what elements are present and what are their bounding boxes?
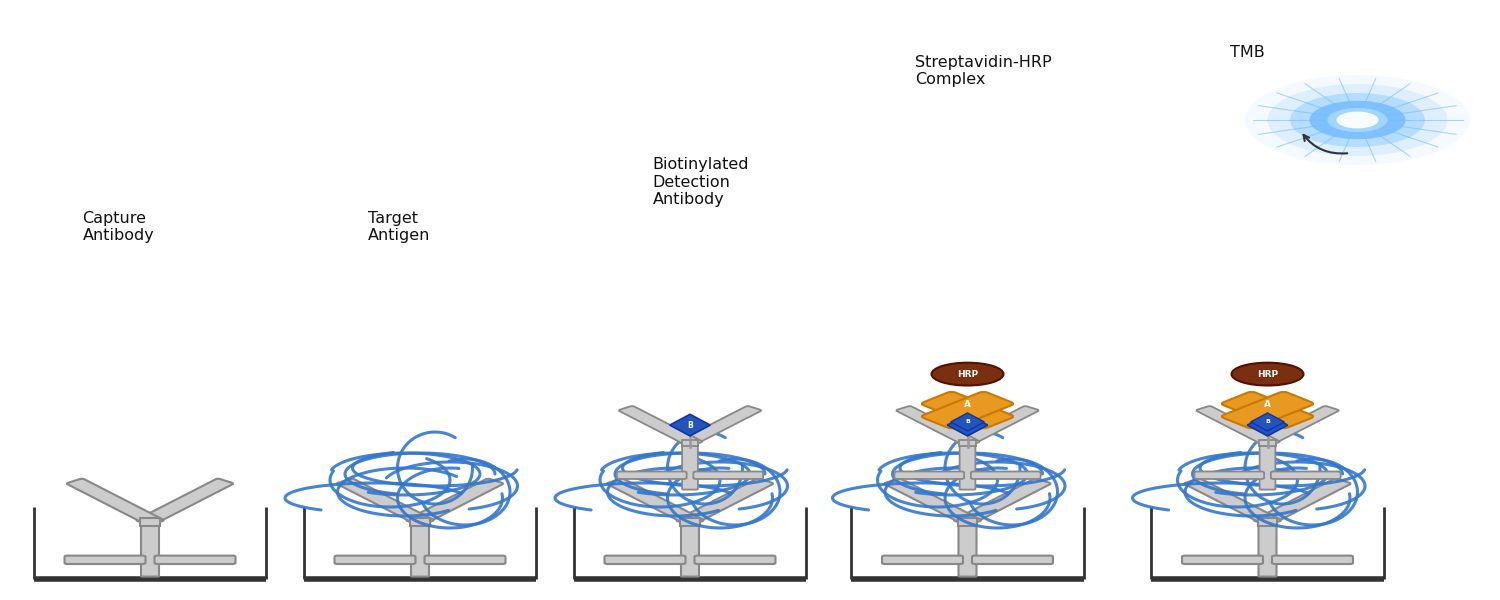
FancyBboxPatch shape <box>1272 556 1353 564</box>
Circle shape <box>1328 108 1388 132</box>
Bar <box>1258 440 1276 446</box>
FancyBboxPatch shape <box>693 472 764 479</box>
Polygon shape <box>948 414 987 436</box>
Circle shape <box>1245 75 1470 165</box>
FancyBboxPatch shape <box>960 443 975 490</box>
FancyBboxPatch shape <box>424 556 506 564</box>
FancyBboxPatch shape <box>897 406 980 446</box>
Polygon shape <box>951 413 984 431</box>
Text: A: A <box>964 400 970 409</box>
FancyBboxPatch shape <box>885 479 981 525</box>
FancyBboxPatch shape <box>972 556 1053 564</box>
Text: HRP: HRP <box>957 370 978 379</box>
Circle shape <box>1336 112 1378 128</box>
Text: TMB: TMB <box>1230 45 1264 60</box>
Polygon shape <box>1248 414 1287 436</box>
Circle shape <box>1290 93 1425 147</box>
FancyBboxPatch shape <box>682 443 698 490</box>
FancyBboxPatch shape <box>694 556 776 564</box>
Text: Target
Antigen: Target Antigen <box>368 211 430 243</box>
FancyBboxPatch shape <box>338 479 433 525</box>
FancyBboxPatch shape <box>678 406 760 446</box>
FancyBboxPatch shape <box>1270 472 1341 479</box>
FancyBboxPatch shape <box>604 556 686 564</box>
Text: Streptavidin-HRP
Complex: Streptavidin-HRP Complex <box>915 55 1052 87</box>
FancyBboxPatch shape <box>1258 521 1276 577</box>
FancyBboxPatch shape <box>68 479 164 525</box>
FancyBboxPatch shape <box>1222 392 1312 428</box>
FancyBboxPatch shape <box>1185 479 1281 525</box>
Bar <box>681 440 699 446</box>
FancyBboxPatch shape <box>922 392 1013 428</box>
Bar <box>1257 518 1276 526</box>
Text: B: B <box>964 419 970 424</box>
Polygon shape <box>1251 413 1284 431</box>
Bar <box>958 518 978 526</box>
Bar <box>411 518 430 526</box>
FancyBboxPatch shape <box>922 392 1013 428</box>
FancyBboxPatch shape <box>954 479 1050 525</box>
FancyBboxPatch shape <box>608 479 703 525</box>
FancyBboxPatch shape <box>676 479 772 525</box>
FancyBboxPatch shape <box>1197 406 1280 446</box>
FancyBboxPatch shape <box>620 406 702 446</box>
Circle shape <box>1268 84 1448 156</box>
FancyBboxPatch shape <box>1194 472 1264 479</box>
Ellipse shape <box>1232 362 1304 385</box>
FancyBboxPatch shape <box>681 521 699 577</box>
FancyBboxPatch shape <box>154 556 236 564</box>
FancyBboxPatch shape <box>141 521 159 577</box>
FancyBboxPatch shape <box>1260 443 1275 490</box>
Text: B: B <box>1264 421 1270 430</box>
Ellipse shape <box>932 362 1004 385</box>
Text: HRP: HRP <box>1257 370 1278 379</box>
FancyBboxPatch shape <box>956 406 1038 446</box>
FancyBboxPatch shape <box>1256 406 1338 446</box>
FancyBboxPatch shape <box>406 479 502 525</box>
FancyBboxPatch shape <box>616 472 687 479</box>
Text: Biotinylated
Detection
Antibody: Biotinylated Detection Antibody <box>652 157 748 207</box>
FancyBboxPatch shape <box>1182 556 1263 564</box>
Text: B: B <box>1264 419 1270 424</box>
Bar <box>680 518 699 526</box>
Text: Capture
Antibody: Capture Antibody <box>82 211 154 243</box>
FancyBboxPatch shape <box>882 556 963 564</box>
FancyBboxPatch shape <box>894 472 964 479</box>
FancyBboxPatch shape <box>411 521 429 577</box>
FancyBboxPatch shape <box>334 556 416 564</box>
FancyBboxPatch shape <box>958 521 976 577</box>
FancyBboxPatch shape <box>136 479 232 525</box>
Text: A: A <box>1264 400 1270 409</box>
FancyBboxPatch shape <box>1222 392 1312 428</box>
Bar <box>958 440 976 446</box>
Text: B: B <box>687 421 693 430</box>
FancyBboxPatch shape <box>1254 479 1350 525</box>
Polygon shape <box>669 414 711 436</box>
Circle shape <box>1310 101 1406 139</box>
Bar <box>141 518 159 526</box>
FancyBboxPatch shape <box>970 472 1041 479</box>
FancyBboxPatch shape <box>64 556 146 564</box>
Text: B: B <box>964 421 970 430</box>
